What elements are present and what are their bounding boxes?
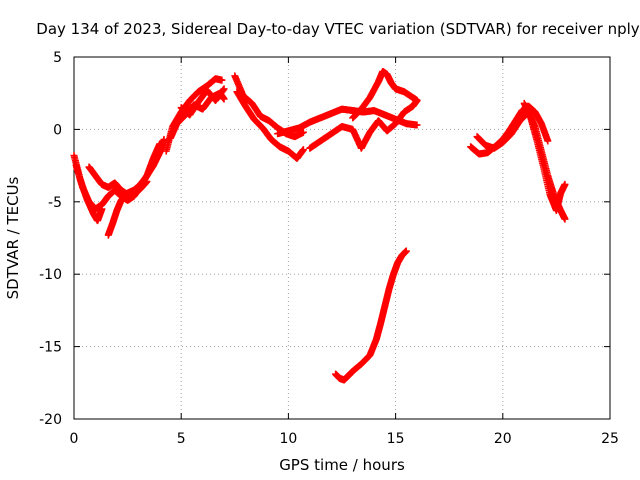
chart-title: Day 134 of 2023, Sidereal Day-to-day VTE… (36, 20, 639, 38)
y-tick-label: -20 (39, 412, 62, 428)
series-arc-g (177, 85, 228, 119)
data-point (299, 128, 307, 136)
data-point (218, 76, 226, 84)
series-arc-p (520, 99, 569, 214)
x-tick-labels: 0 5 10 15 20 25 (70, 431, 619, 447)
x-tick-label: 15 (387, 431, 405, 447)
series-arc-m (332, 247, 410, 384)
y-tick-labels: 5 0 -5 -10 -15 -20 (39, 50, 62, 428)
series-arc-k (306, 96, 421, 152)
data-point (561, 215, 569, 223)
x-tick-label: 5 (177, 431, 186, 447)
y-tick-label: 5 (53, 50, 62, 66)
series-arc-j (274, 105, 421, 138)
data-point (220, 85, 228, 93)
y-tick-label: -15 (39, 340, 62, 356)
series-arc-e (162, 75, 226, 155)
y-tick-label: -5 (48, 195, 62, 211)
x-tick-label: 25 (601, 431, 619, 447)
series-arc-i (233, 88, 307, 162)
x-tick-label: 0 (70, 431, 79, 447)
series-arc-d (104, 136, 168, 239)
data-point (413, 121, 421, 129)
y-tick-label: 0 (53, 122, 62, 138)
data-point (299, 146, 307, 154)
data-point (413, 96, 421, 104)
y-tick-label: -10 (39, 267, 62, 283)
data-point (402, 247, 410, 255)
plot-frame (73, 56, 611, 420)
data-point (220, 95, 228, 103)
data-point (544, 137, 552, 145)
x-tick-label: 10 (279, 431, 297, 447)
axis-ticks (73, 56, 611, 420)
x-tick-label: 20 (494, 431, 512, 447)
grid-lines (74, 57, 610, 419)
series-arc-l (349, 67, 421, 122)
y-axis-label: SDTVAR / TECUs (4, 176, 22, 299)
x-axis-label: GPS time / hours (279, 456, 405, 474)
data-point (561, 180, 569, 188)
data-series (70, 67, 569, 384)
